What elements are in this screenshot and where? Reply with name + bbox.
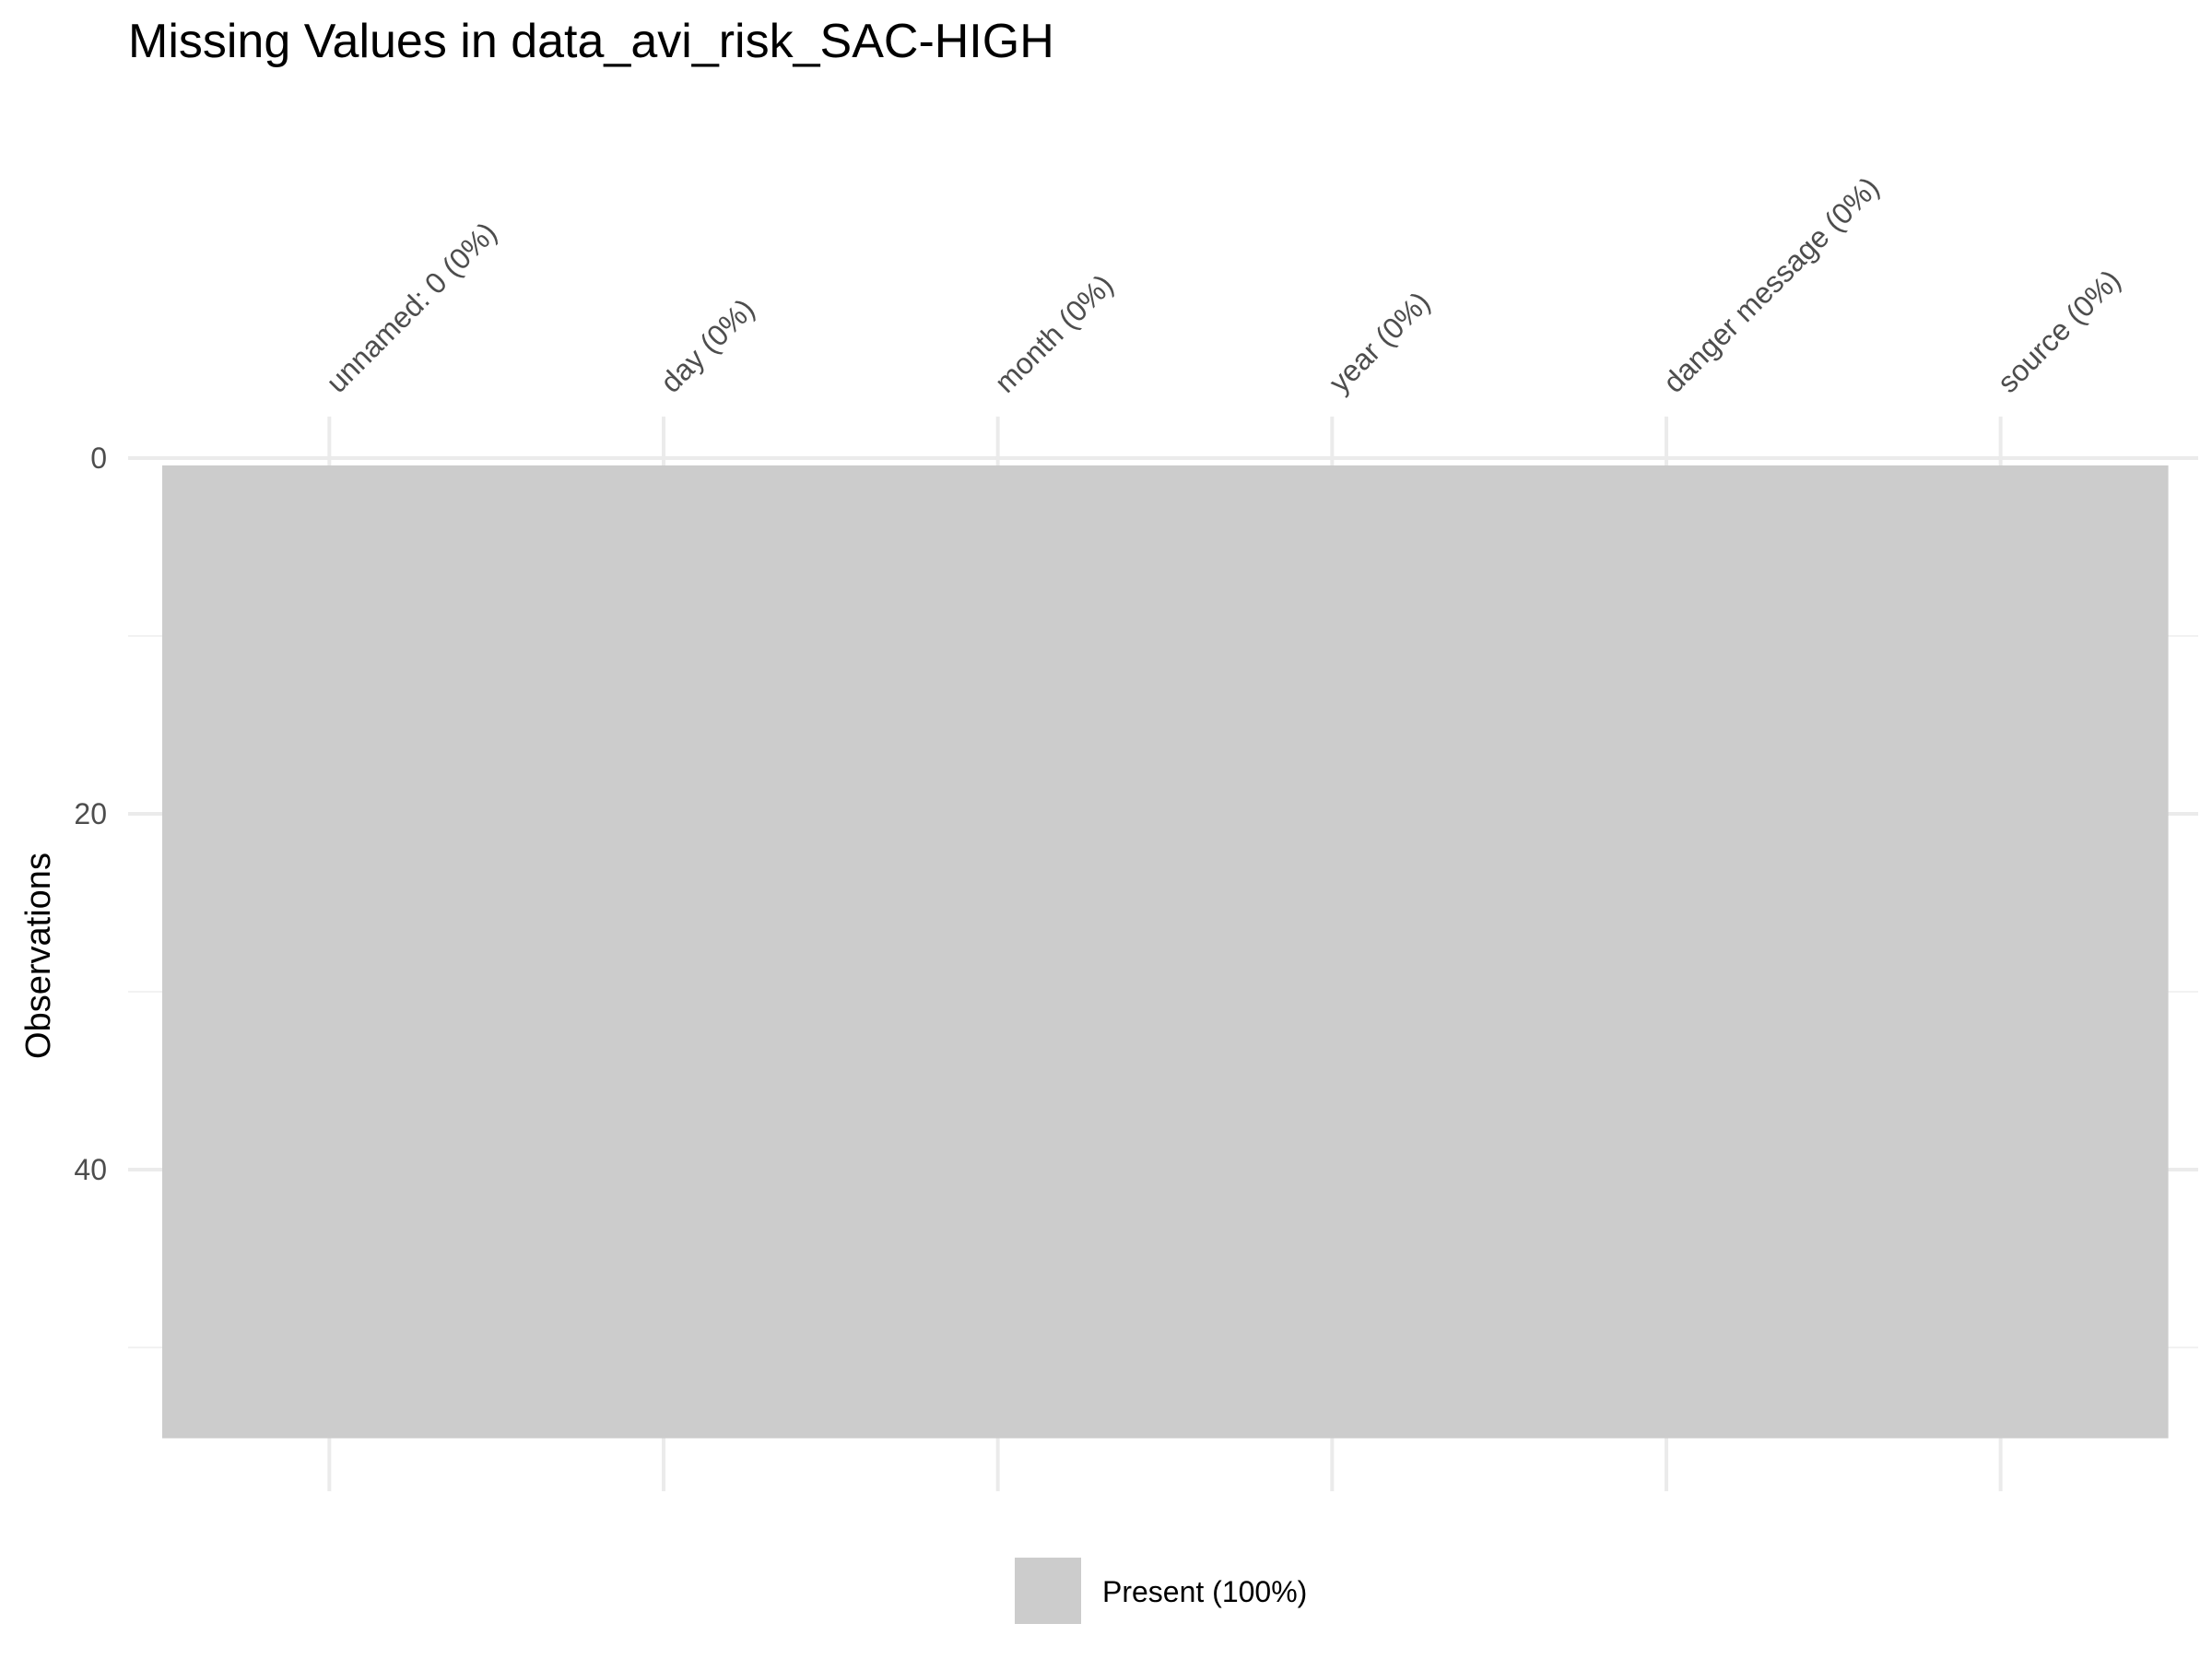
present-cell — [162, 465, 498, 1439]
y-tick-label: 20 — [74, 797, 107, 830]
y-tick-label: 0 — [90, 441, 107, 475]
y-axis-title: Observations — [19, 853, 58, 1059]
legend-swatch — [1015, 1558, 1081, 1624]
data-cells — [162, 465, 2169, 1439]
chart-title: Missing Values in data_avi_risk_SAC-HIGH — [128, 15, 1054, 68]
present-cell — [496, 465, 831, 1439]
y-tick-labels: 0 20 40 — [74, 441, 107, 1186]
present-cell — [830, 465, 1166, 1439]
y-tick-label: 40 — [74, 1153, 107, 1186]
present-cell — [1833, 465, 2169, 1439]
present-cell — [1499, 465, 1834, 1439]
legend-label: Present (100%) — [1102, 1575, 1307, 1608]
legend: Present (100%) — [1015, 1558, 1307, 1624]
present-cell — [1165, 465, 1500, 1439]
